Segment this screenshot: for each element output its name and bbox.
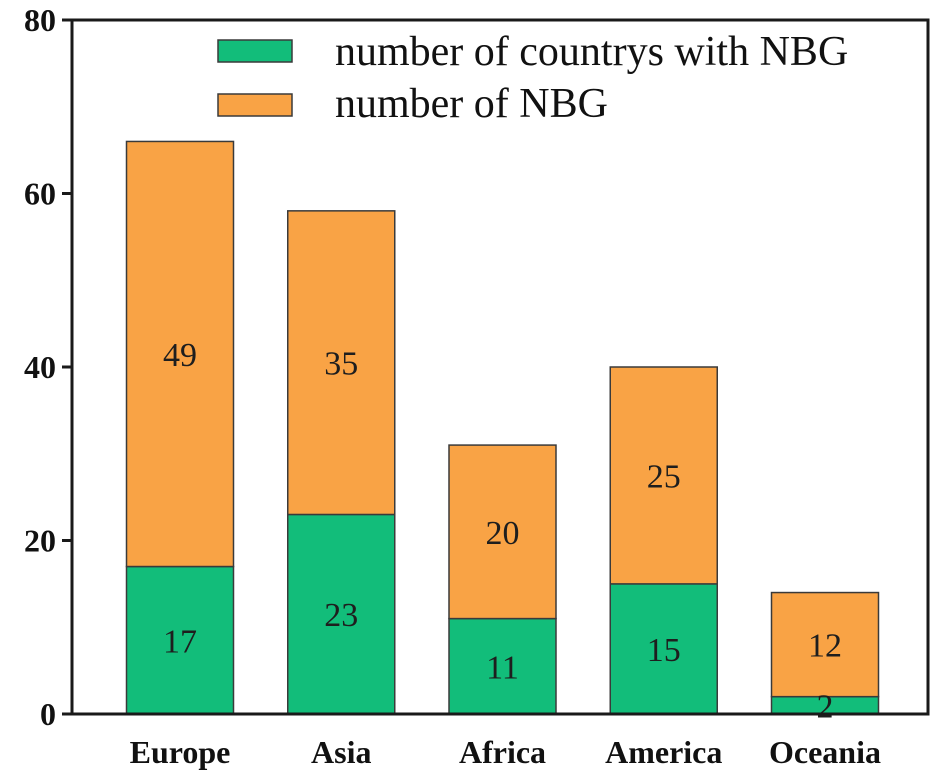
y-tick-label-40: 40: [24, 349, 56, 385]
legend-swatch-countries: [217, 39, 293, 63]
x-tick-label-africa: Africa: [459, 734, 546, 770]
bars-group: [125, 140, 880, 715]
legend-label-countries: number of countrys with NBG: [335, 29, 848, 75]
y-tick-label-0: 0: [40, 696, 56, 732]
y-tick-label-20: 20: [24, 523, 56, 559]
legend-label-nbg: number of NBG: [335, 81, 608, 127]
legend: number of countrys with NBG number of NB…: [217, 29, 848, 127]
bar-number-of-nbg-europe: [125, 140, 235, 568]
y-axis: 0 20 40 60 80: [24, 2, 72, 732]
bar-number-of-nbg-oceania: [770, 591, 880, 698]
data-label-number-of-countrys-with-nbg-asia: 23: [324, 597, 358, 634]
bar-number-of-nbg-asia: [287, 210, 396, 516]
data-labels-group: 17 49 23 35 11 20 15 25 2 12: [163, 337, 842, 725]
bar-number-of-nbg-africa: [448, 444, 557, 620]
x-tick-label-europe: Europe: [130, 734, 231, 770]
data-label-number-of-nbg-america: 25: [647, 458, 681, 495]
data-label-number-of-nbg-europe: 49: [163, 337, 197, 374]
x-tick-label-america: America: [605, 734, 722, 770]
x-tick-label-asia: Asia: [311, 734, 371, 770]
data-label-number-of-nbg-asia: 35: [324, 346, 358, 383]
y-tick-label-80: 80: [24, 2, 56, 38]
data-label-number-of-countrys-with-nbg-europe: 17: [163, 623, 197, 660]
bar-number-of-nbg-america: [609, 366, 718, 585]
legend-swatch-nbg: [217, 93, 293, 117]
data-label-number-of-countrys-with-nbg-oceania: 2: [817, 688, 834, 725]
data-label-number-of-countrys-with-nbg-america: 15: [647, 632, 681, 669]
x-axis: Europe Asia Africa America Oceania: [130, 734, 881, 770]
x-tick-label-oceania: Oceania: [769, 734, 881, 770]
bar-number-of-countrys-with-nbg-europe: [125, 565, 235, 715]
data-label-number-of-countrys-with-nbg-africa: 11: [486, 649, 519, 686]
y-tick-label-60: 60: [24, 176, 56, 212]
data-label-number-of-nbg-africa: 20: [486, 515, 520, 552]
data-label-number-of-nbg-oceania: 12: [808, 628, 842, 665]
